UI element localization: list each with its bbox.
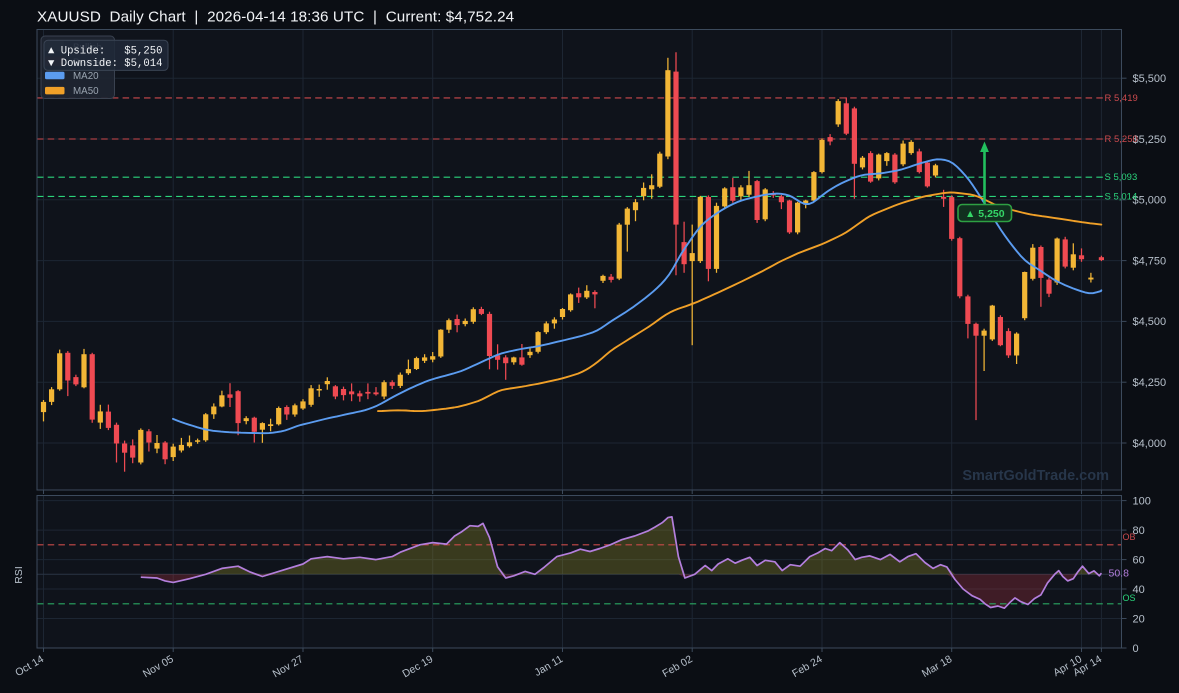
svg-text:40: 40 [1133,584,1145,596]
svg-text:$5,500: $5,500 [1133,73,1167,85]
svg-text:50.8: 50.8 [1109,568,1130,580]
svg-text:$4,000: $4,000 [1133,438,1167,450]
svg-text:$5,000: $5,000 [1133,195,1167,207]
svg-text:S 5,093: S 5,093 [1105,172,1138,183]
svg-text:MA20: MA20 [73,71,99,82]
svg-text:$4,750: $4,750 [1133,255,1167,267]
svg-text:80: 80 [1133,525,1145,537]
svg-text:XAUUSD Daily Chart | 2026-0: XAUUSD Daily Chart | 2026-04-14 18:36 UT… [37,9,514,26]
svg-text:$5,250: $5,250 [1133,134,1167,146]
svg-text:▼ Downside: $5,014: ▼ Downside: $5,014 [48,58,162,70]
svg-text:OS: OS [1123,593,1136,603]
svg-text:▲ Upside: $5,250: ▲ Upside: $5,250 [48,46,162,58]
svg-text:MA50: MA50 [73,86,99,97]
svg-text:20: 20 [1133,613,1145,625]
svg-text:R 5,250: R 5,250 [1105,134,1138,145]
svg-text:S 5,014: S 5,014 [1105,191,1138,202]
svg-text:60: 60 [1133,554,1145,566]
svg-text:SmartGoldTrade.com: SmartGoldTrade.com [962,468,1109,484]
svg-text:OB: OB [1123,532,1136,542]
svg-text:$4,500: $4,500 [1133,316,1167,328]
svg-text:$4,250: $4,250 [1133,377,1167,389]
svg-text:100: 100 [1133,495,1151,507]
svg-text:R 5,419: R 5,419 [1105,93,1138,104]
svg-text:0: 0 [1133,643,1139,655]
svg-text:RSI: RSI [13,566,25,584]
svg-text:▲ 5,250: ▲ 5,250 [965,208,1005,220]
